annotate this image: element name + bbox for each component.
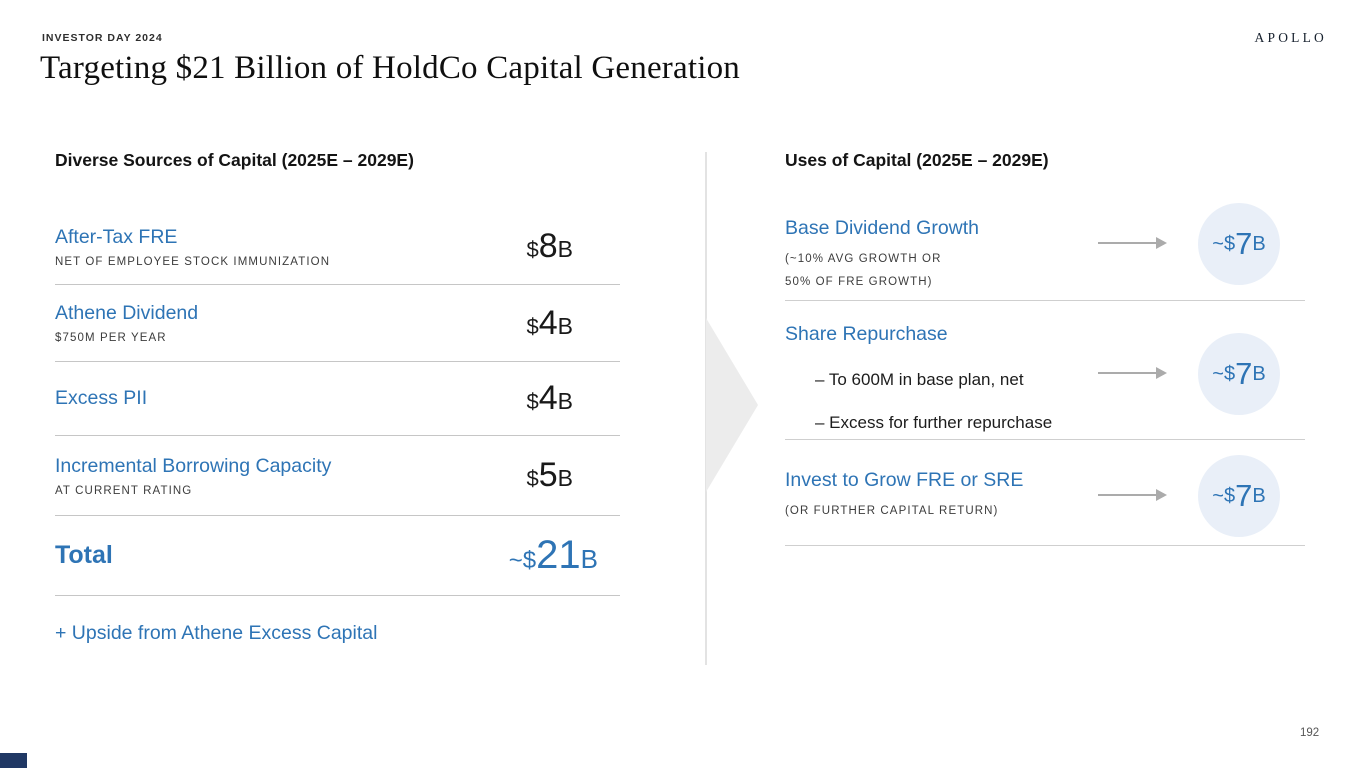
- value-badge: ~$ 7 B: [1198, 203, 1280, 285]
- source-row-athene-dividend: Athene Dividend $750M PER YEAR $4B: [55, 285, 620, 362]
- page-title: Targeting $21 Billion of HoldCo Capital …: [40, 50, 740, 86]
- use-subtitle-line: (~10% AVG GROWTH OR: [785, 253, 942, 265]
- arrow-right-icon: [1098, 367, 1167, 379]
- badge-suffix: B: [1252, 484, 1266, 507]
- badge-prefix: ~$: [1212, 232, 1236, 255]
- apollo-logo: APOLLO: [1254, 30, 1327, 45]
- value-prefix: $: [526, 466, 539, 491]
- value-suffix: B: [557, 388, 573, 414]
- source-row-incremental-borrowing: Incremental Borrowing Capacity AT CURREN…: [55, 436, 620, 516]
- value-suffix: B: [557, 236, 573, 262]
- value-prefix: $: [526, 389, 539, 414]
- source-text: After-Tax FRE NET OF EMPLOYEE STOCK IMMU…: [55, 226, 330, 268]
- source-text: Excess PII: [55, 387, 147, 410]
- value-badge: ~$ 7 B: [1198, 333, 1280, 415]
- badge-number: 7: [1235, 226, 1253, 261]
- use-bullet: – Excess for further repurchase: [815, 413, 1053, 432]
- value-number: 4: [538, 303, 558, 342]
- source-text: Incremental Borrowing Capacity AT CURREN…: [55, 455, 331, 497]
- uses-list: Base Dividend Growth (~10% AVG GROWTH OR…: [785, 209, 1305, 546]
- use-subtitle-line: 50% OF FRE GROWTH): [785, 276, 933, 288]
- uses-panel: Uses of Capital (2025E – 2029E) Base Div…: [785, 150, 1305, 546]
- eyebrow-label: INVESTOR DAY 2024: [42, 32, 163, 44]
- value-prefix: $: [526, 313, 539, 339]
- badge-number: 7: [1235, 478, 1253, 513]
- total-value: ~$21B: [509, 533, 620, 578]
- upside-footnote: + Upside from Athene Excess Capital: [55, 622, 378, 644]
- source-value: $4B: [526, 304, 620, 343]
- source-value: $8B: [526, 227, 620, 266]
- source-title: Excess PII: [55, 387, 148, 409]
- badge-prefix: ~$: [1212, 362, 1236, 385]
- value-number: 4: [538, 379, 558, 417]
- source-title: Athene Dividend: [55, 302, 199, 324]
- total-value-prefix: ~$: [508, 547, 537, 574]
- page-number: 192: [1300, 727, 1320, 739]
- value-suffix: B: [557, 465, 573, 491]
- use-title: Base Dividend Growth: [785, 217, 980, 239]
- use-row-invest-grow: Invest to Grow FRE or SRE (OR FURTHER CA…: [785, 440, 1305, 546]
- source-subtitle: $750M PER YEAR: [55, 332, 167, 344]
- badge-suffix: B: [1252, 362, 1266, 385]
- use-subtitle-line: (OR FURTHER CAPITAL RETURN): [785, 505, 999, 517]
- chevron-right-shape: [706, 318, 758, 492]
- use-row-base-dividend: Base Dividend Growth (~10% AVG GROWTH OR…: [785, 209, 1305, 301]
- value-badge: ~$ 7 B: [1198, 455, 1280, 537]
- arrow-right-icon: [1098, 237, 1167, 249]
- value-suffix: B: [557, 312, 573, 339]
- use-title: Share Repurchase: [785, 323, 948, 345]
- total-value-number: 21: [536, 533, 581, 577]
- source-row-excess-pii: Excess PII $4B: [55, 362, 620, 436]
- badge-number: 7: [1235, 356, 1253, 391]
- source-text: Athene Dividend $750M PER YEAR: [55, 302, 198, 344]
- badge-suffix: B: [1252, 232, 1266, 255]
- source-value: $5B: [526, 456, 620, 495]
- source-value: $4B: [526, 379, 620, 418]
- use-row-share-repurchase: Share Repurchase – To 600M in base plan,…: [785, 301, 1305, 440]
- use-subtitle: (~10% AVG GROWTH OR 50% OF FRE GROWTH): [785, 248, 1085, 294]
- source-row-after-tax-fre: After-Tax FRE NET OF EMPLOYEE STOCK IMMU…: [55, 209, 620, 285]
- sources-panel: Diverse Sources of Capital (2025E – 2029…: [55, 150, 620, 645]
- value-number: 8: [538, 227, 558, 265]
- value-number: 5: [538, 456, 558, 494]
- arrow-right-icon: [1098, 489, 1167, 501]
- use-bullet: – To 600M in base plan, net: [815, 370, 1024, 389]
- use-subtitle: (OR FURTHER CAPITAL RETURN): [785, 500, 1085, 523]
- source-subtitle: NET OF EMPLOYEE STOCK IMMUNIZATION: [55, 255, 331, 268]
- source-title: After-Tax FRE: [55, 225, 178, 248]
- sources-list: After-Tax FRE NET OF EMPLOYEE STOCK IMMU…: [55, 209, 620, 645]
- source-title: Incremental Borrowing Capacity: [55, 454, 332, 477]
- value-prefix: $: [526, 237, 539, 262]
- corner-accent-bar: [0, 753, 27, 768]
- total-value-suffix: B: [580, 544, 598, 574]
- source-subtitle: AT CURRENT RATING: [55, 484, 193, 497]
- total-label: Total: [55, 541, 113, 569]
- uses-heading: Uses of Capital (2025E – 2029E): [785, 150, 1049, 170]
- use-title: Invest to Grow FRE or SRE: [785, 469, 1024, 491]
- sources-heading: Diverse Sources of Capital (2025E – 2029…: [55, 150, 414, 170]
- total-row: Total ~$21B: [55, 516, 620, 596]
- badge-prefix: ~$: [1212, 484, 1236, 507]
